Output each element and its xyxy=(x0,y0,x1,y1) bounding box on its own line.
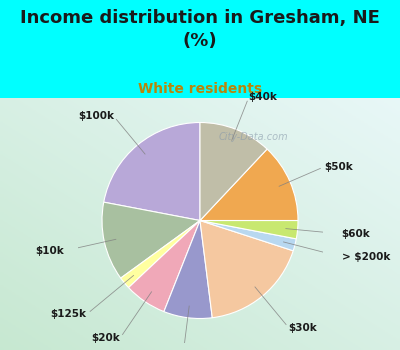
Wedge shape xyxy=(104,122,200,220)
Text: $20k: $20k xyxy=(91,333,120,343)
Wedge shape xyxy=(121,220,200,288)
Text: $60k: $60k xyxy=(342,229,370,239)
Text: Income distribution in Gresham, NE
(%): Income distribution in Gresham, NE (%) xyxy=(20,9,380,49)
Wedge shape xyxy=(200,220,293,318)
Text: $125k: $125k xyxy=(51,309,87,319)
Wedge shape xyxy=(200,149,298,220)
Wedge shape xyxy=(200,220,296,251)
Text: City-Data.com: City-Data.com xyxy=(219,132,289,142)
Wedge shape xyxy=(200,122,267,220)
Text: $40k: $40k xyxy=(249,92,278,103)
Wedge shape xyxy=(200,220,298,239)
Wedge shape xyxy=(164,220,212,318)
Text: $30k: $30k xyxy=(289,323,318,333)
Text: $100k: $100k xyxy=(78,111,114,121)
Text: > $200k: > $200k xyxy=(342,252,391,262)
Wedge shape xyxy=(128,220,200,312)
Text: $10k: $10k xyxy=(36,246,64,256)
Text: White residents: White residents xyxy=(138,82,262,96)
Wedge shape xyxy=(102,202,200,278)
Text: $50k: $50k xyxy=(324,162,353,172)
